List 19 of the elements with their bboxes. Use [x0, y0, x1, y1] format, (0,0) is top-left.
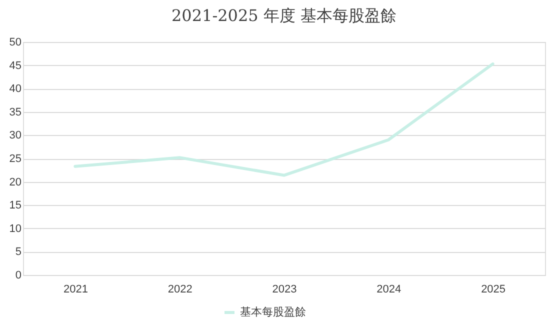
y-tick-label: 0: [15, 270, 22, 282]
x-tick-label: 2023: [272, 284, 297, 296]
x-tick-label: 2022: [168, 284, 192, 296]
x-tick-label: 2024: [376, 284, 402, 296]
y-tick-label: 10: [9, 222, 22, 235]
y-tick-label: 5: [15, 246, 22, 258]
y-tick-label: 35: [9, 106, 22, 118]
y-tick-label: 45: [9, 60, 22, 72]
y-tick-label: 50: [9, 36, 22, 48]
y-tick-label: 25: [9, 153, 22, 165]
y-tick-label: 15: [9, 200, 22, 212]
y-tick-label: 30: [9, 130, 22, 142]
line-series: [74, 62, 494, 177]
y-tick-label: 40: [9, 83, 22, 96]
chart-title: 2021-2025 年度 基本每股盈餘: [171, 6, 397, 25]
y-tick-label: 20: [9, 176, 22, 188]
x-tick-label: 2021: [63, 284, 88, 296]
x-tick-label: 2025: [481, 284, 506, 296]
legend-label: 基本每股盈餘: [240, 306, 306, 318]
